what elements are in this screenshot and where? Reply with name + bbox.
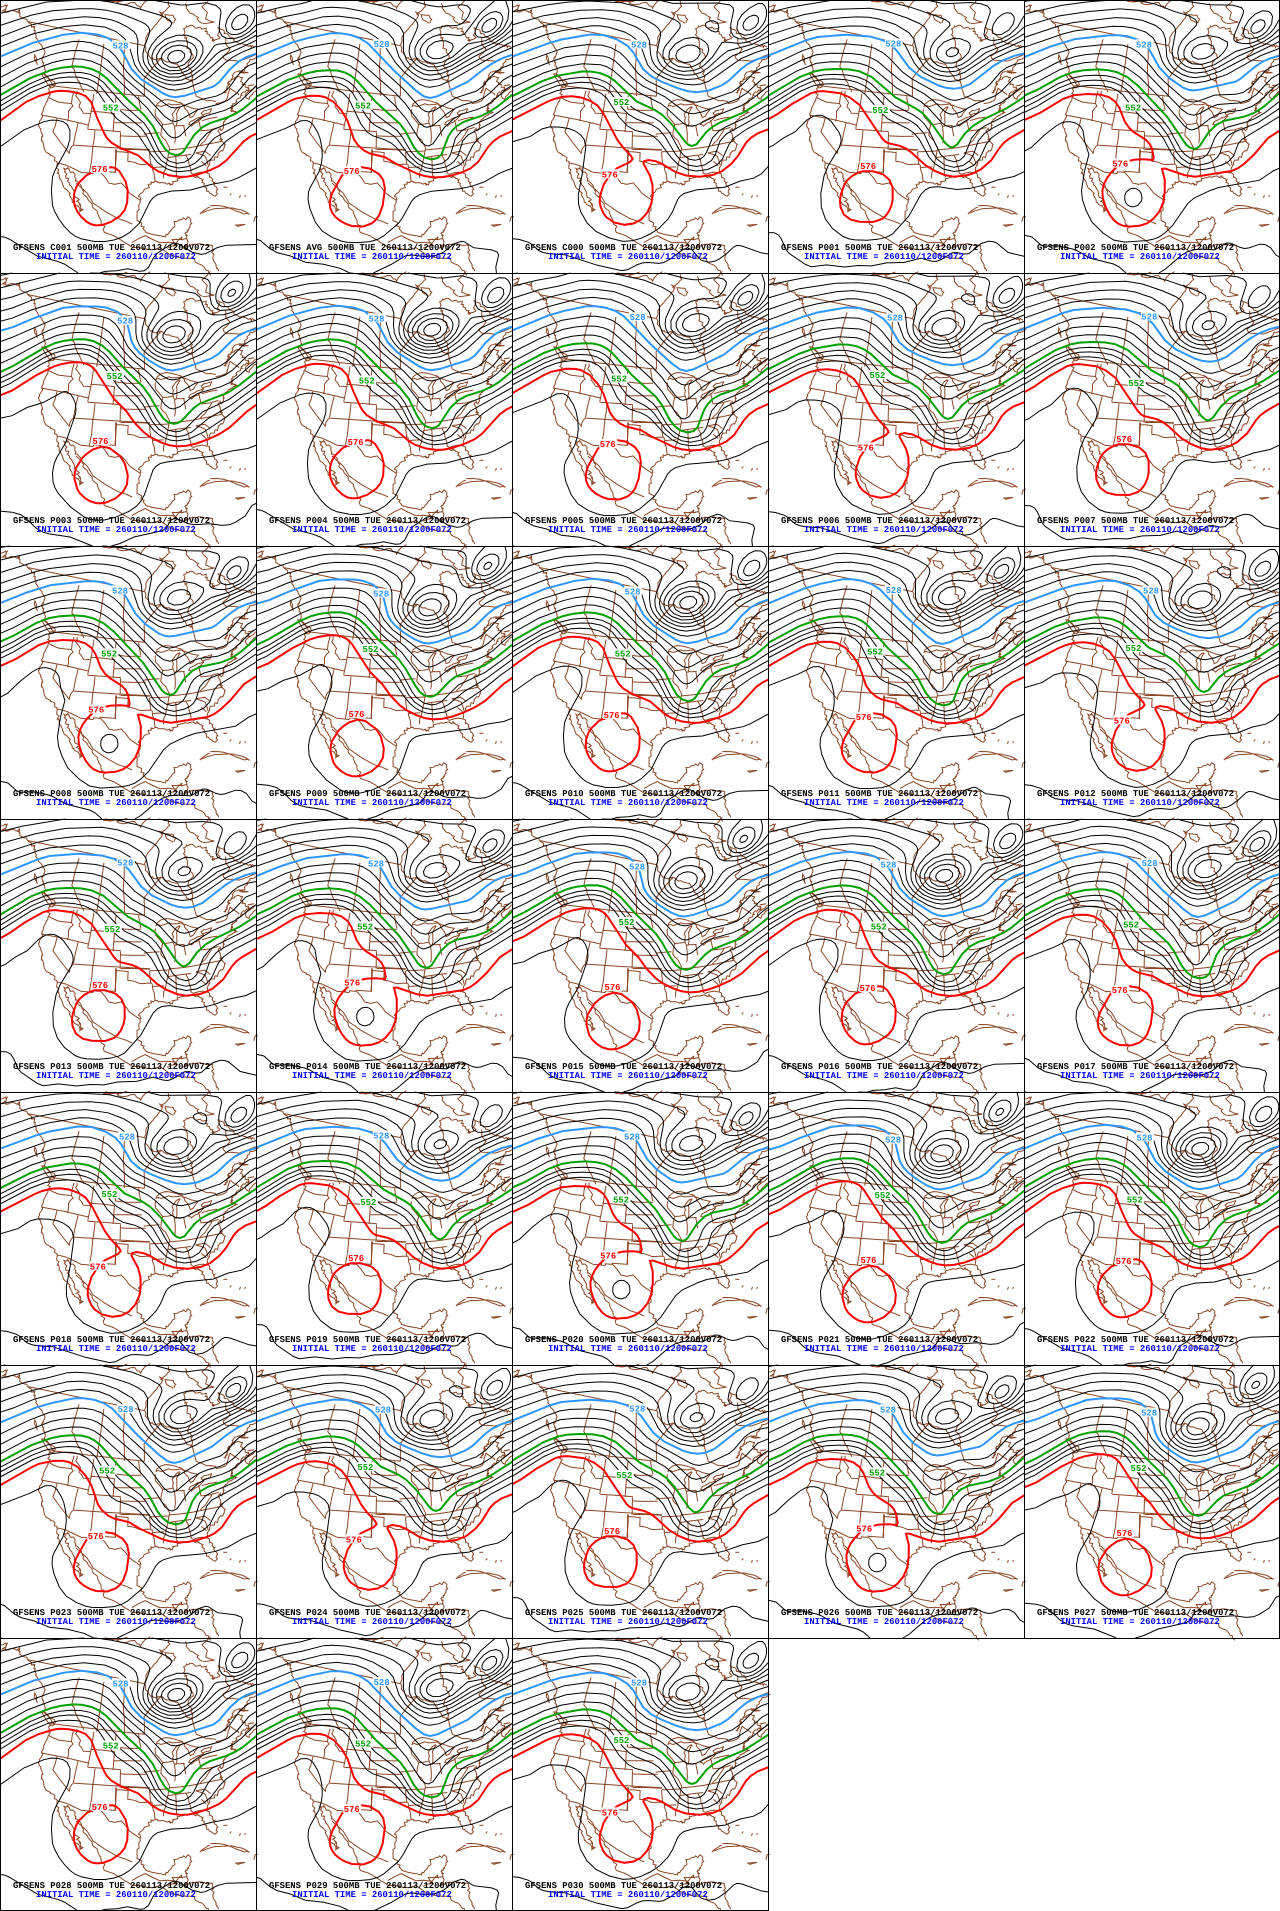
svg-text:GFSENS C000 500MB TUE 260113/1: GFSENS C000 500MB TUE 260113/1200V072 bbox=[525, 243, 722, 253]
svg-text:GFSENS P005 500MB TUE 260113/1: GFSENS P005 500MB TUE 260113/1200V072 bbox=[525, 516, 722, 526]
svg-text:GFSENS P017 500MB TUE 260113/1: GFSENS P017 500MB TUE 260113/1200V072 bbox=[1037, 1062, 1234, 1072]
svg-text:INITIAL TIME = 260110/1200F072: INITIAL TIME = 260110/1200F072 bbox=[36, 1617, 196, 1627]
svg-text:GFSENS P020 500MB TUE 260113/1: GFSENS P020 500MB TUE 260113/1200V072 bbox=[525, 1335, 722, 1345]
svg-text:INITIAL TIME = 260110/1200F072: INITIAL TIME = 260110/1200F072 bbox=[1060, 1071, 1220, 1081]
svg-text:GFSENS P013 500MB TUE 260113/1: GFSENS P013 500MB TUE 260113/1200V072 bbox=[13, 1062, 210, 1072]
svg-text:GFSENS P030 500MB TUE 260113/1: GFSENS P030 500MB TUE 260113/1200V072 bbox=[525, 1881, 722, 1891]
svg-text:INITIAL TIME = 260110/1200F072: INITIAL TIME = 260110/1200F072 bbox=[292, 1617, 452, 1627]
svg-text:GFSENS P002 500MB TUE 260113/1: GFSENS P002 500MB TUE 260113/1200V072 bbox=[1037, 243, 1234, 253]
svg-text:INITIAL TIME = 260110/1200F072: INITIAL TIME = 260110/1200F072 bbox=[804, 1344, 964, 1354]
svg-text:INITIAL TIME = 260110/1200F072: INITIAL TIME = 260110/1200F072 bbox=[36, 1344, 196, 1354]
svg-text:INITIAL TIME = 260110/1200F072: INITIAL TIME = 260110/1200F072 bbox=[804, 252, 964, 262]
svg-text:INITIAL TIME = 260110/1200F072: INITIAL TIME = 260110/1200F072 bbox=[548, 1890, 708, 1900]
svg-text:GFSENS P018 500MB TUE 260113/1: GFSENS P018 500MB TUE 260113/1200V072 bbox=[13, 1335, 210, 1345]
svg-text:INITIAL TIME = 260110/1200F072: INITIAL TIME = 260110/1200F072 bbox=[548, 252, 708, 262]
svg-text:GFSENS P029 500MB TUE 260113/1: GFSENS P029 500MB TUE 260113/1200V072 bbox=[269, 1881, 466, 1891]
svg-text:INITIAL TIME = 260110/1200F072: INITIAL TIME = 260110/1200F072 bbox=[804, 1071, 964, 1081]
svg-text:GFSENS P007 500MB TUE 260113/1: GFSENS P007 500MB TUE 260113/1200V072 bbox=[1037, 516, 1234, 526]
svg-text:INITIAL TIME = 260110/1200F072: INITIAL TIME = 260110/1200F072 bbox=[292, 252, 452, 262]
svg-text:INITIAL TIME = 260110/1200F072: INITIAL TIME = 260110/1200F072 bbox=[36, 1890, 196, 1900]
svg-text:GFSENS P024 500MB TUE 260113/1: GFSENS P024 500MB TUE 260113/1200V072 bbox=[269, 1608, 466, 1618]
svg-text:INITIAL TIME = 260110/1200F072: INITIAL TIME = 260110/1200F072 bbox=[548, 798, 708, 808]
svg-text:GFSENS P015 500MB TUE 260113/1: GFSENS P015 500MB TUE 260113/1200V072 bbox=[525, 1062, 722, 1072]
svg-text:GFSENS P014 500MB TUE 260113/1: GFSENS P014 500MB TUE 260113/1200V072 bbox=[269, 1062, 466, 1072]
svg-text:GFSENS P008 500MB TUE 260113/1: GFSENS P008 500MB TUE 260113/1200V072 bbox=[13, 789, 210, 799]
svg-text:INITIAL TIME = 260110/1200F072: INITIAL TIME = 260110/1200F072 bbox=[1060, 1344, 1220, 1354]
svg-text:INITIAL TIME = 260110/1200F072: INITIAL TIME = 260110/1200F072 bbox=[804, 798, 964, 808]
svg-text:INITIAL TIME = 260110/1200F072: INITIAL TIME = 260110/1200F072 bbox=[804, 525, 964, 535]
svg-text:INITIAL TIME = 260110/1200F072: INITIAL TIME = 260110/1200F072 bbox=[548, 525, 708, 535]
svg-text:GFSENS P023 500MB TUE 260113/1: GFSENS P023 500MB TUE 260113/1200V072 bbox=[13, 1608, 210, 1618]
svg-text:GFSENS P011 500MB TUE 260113/1: GFSENS P011 500MB TUE 260113/1200V072 bbox=[781, 789, 978, 799]
svg-text:GFSENS P019 500MB TUE 260113/1: GFSENS P019 500MB TUE 260113/1200V072 bbox=[269, 1335, 466, 1345]
svg-text:GFSENS P003 500MB TUE 260113/1: GFSENS P003 500MB TUE 260113/1200V072 bbox=[13, 516, 210, 526]
svg-text:INITIAL TIME = 260110/1200F072: INITIAL TIME = 260110/1200F072 bbox=[292, 1071, 452, 1081]
svg-text:GFSENS AVG 500MB TUE 260113/12: GFSENS AVG 500MB TUE 260113/1200V072 bbox=[269, 243, 461, 253]
svg-text:GFSENS P028 500MB TUE 260113/1: GFSENS P028 500MB TUE 260113/1200V072 bbox=[13, 1881, 210, 1891]
svg-text:INITIAL TIME = 260110/1200F072: INITIAL TIME = 260110/1200F072 bbox=[36, 798, 196, 808]
svg-text:INITIAL TIME = 260110/1200F072: INITIAL TIME = 260110/1200F072 bbox=[36, 1071, 196, 1081]
svg-text:GFSENS P025 500MB TUE 260113/1: GFSENS P025 500MB TUE 260113/1200V072 bbox=[525, 1608, 722, 1618]
svg-text:GFSENS P022 500MB TUE 260113/1: GFSENS P022 500MB TUE 260113/1200V072 bbox=[1037, 1335, 1234, 1345]
svg-text:GFSENS P027 500MB TUE 260113/1: GFSENS P027 500MB TUE 260113/1200V072 bbox=[1037, 1608, 1234, 1618]
svg-text:INITIAL TIME = 260110/1200F072: INITIAL TIME = 260110/1200F072 bbox=[292, 525, 452, 535]
svg-text:INITIAL TIME = 260110/1200F072: INITIAL TIME = 260110/1200F072 bbox=[1060, 525, 1220, 535]
svg-text:INITIAL TIME = 260110/1200F072: INITIAL TIME = 260110/1200F072 bbox=[36, 525, 196, 535]
svg-text:INITIAL TIME = 260110/1200F072: INITIAL TIME = 260110/1200F072 bbox=[548, 1617, 708, 1627]
svg-text:GFSENS P026 500MB TUE 260113/1: GFSENS P026 500MB TUE 260113/1200V072 bbox=[781, 1608, 978, 1618]
svg-text:GFSENS P016 500MB TUE 260113/1: GFSENS P016 500MB TUE 260113/1200V072 bbox=[781, 1062, 978, 1072]
svg-text:GFSENS P012 500MB TUE 260113/1: GFSENS P012 500MB TUE 260113/1200V072 bbox=[1037, 789, 1234, 799]
svg-text:INITIAL TIME = 260110/1200F072: INITIAL TIME = 260110/1200F072 bbox=[804, 1617, 964, 1627]
svg-text:INITIAL TIME = 260110/1200F072: INITIAL TIME = 260110/1200F072 bbox=[292, 1344, 452, 1354]
svg-text:GFSENS P001 500MB TUE 260113/1: GFSENS P001 500MB TUE 260113/1200V072 bbox=[781, 243, 978, 253]
svg-text:INITIAL TIME = 260110/1200F072: INITIAL TIME = 260110/1200F072 bbox=[1060, 252, 1220, 262]
svg-text:INITIAL TIME = 260110/1200F072: INITIAL TIME = 260110/1200F072 bbox=[548, 1071, 708, 1081]
svg-text:INITIAL TIME = 260110/1200F072: INITIAL TIME = 260110/1200F072 bbox=[292, 798, 452, 808]
svg-text:GFSENS P021 500MB TUE 260113/1: GFSENS P021 500MB TUE 260113/1200V072 bbox=[781, 1335, 978, 1345]
svg-text:GFSENS P009 500MB TUE 260113/1: GFSENS P009 500MB TUE 260113/1200V072 bbox=[269, 789, 466, 799]
svg-text:GFSENS P006 500MB TUE 260113/1: GFSENS P006 500MB TUE 260113/1200V072 bbox=[781, 516, 978, 526]
svg-text:GFSENS P004 500MB TUE 260113/1: GFSENS P004 500MB TUE 260113/1200V072 bbox=[269, 516, 466, 526]
svg-text:INITIAL TIME = 260110/1200F072: INITIAL TIME = 260110/1200F072 bbox=[1060, 798, 1220, 808]
svg-text:INITIAL TIME = 260110/1200F072: INITIAL TIME = 260110/1200F072 bbox=[36, 252, 196, 262]
svg-text:INITIAL TIME = 260110/1200F072: INITIAL TIME = 260110/1200F072 bbox=[1060, 1617, 1220, 1627]
svg-text:INITIAL TIME = 260110/1200F072: INITIAL TIME = 260110/1200F072 bbox=[292, 1890, 452, 1900]
svg-text:INITIAL TIME = 260110/1200F072: INITIAL TIME = 260110/1200F072 bbox=[548, 1344, 708, 1354]
svg-text:GFSENS P010 500MB TUE 260113/1: GFSENS P010 500MB TUE 260113/1200V072 bbox=[525, 789, 722, 799]
svg-text:GFSENS C001 500MB TUE 260113/1: GFSENS C001 500MB TUE 260113/1200V072 bbox=[13, 243, 210, 253]
